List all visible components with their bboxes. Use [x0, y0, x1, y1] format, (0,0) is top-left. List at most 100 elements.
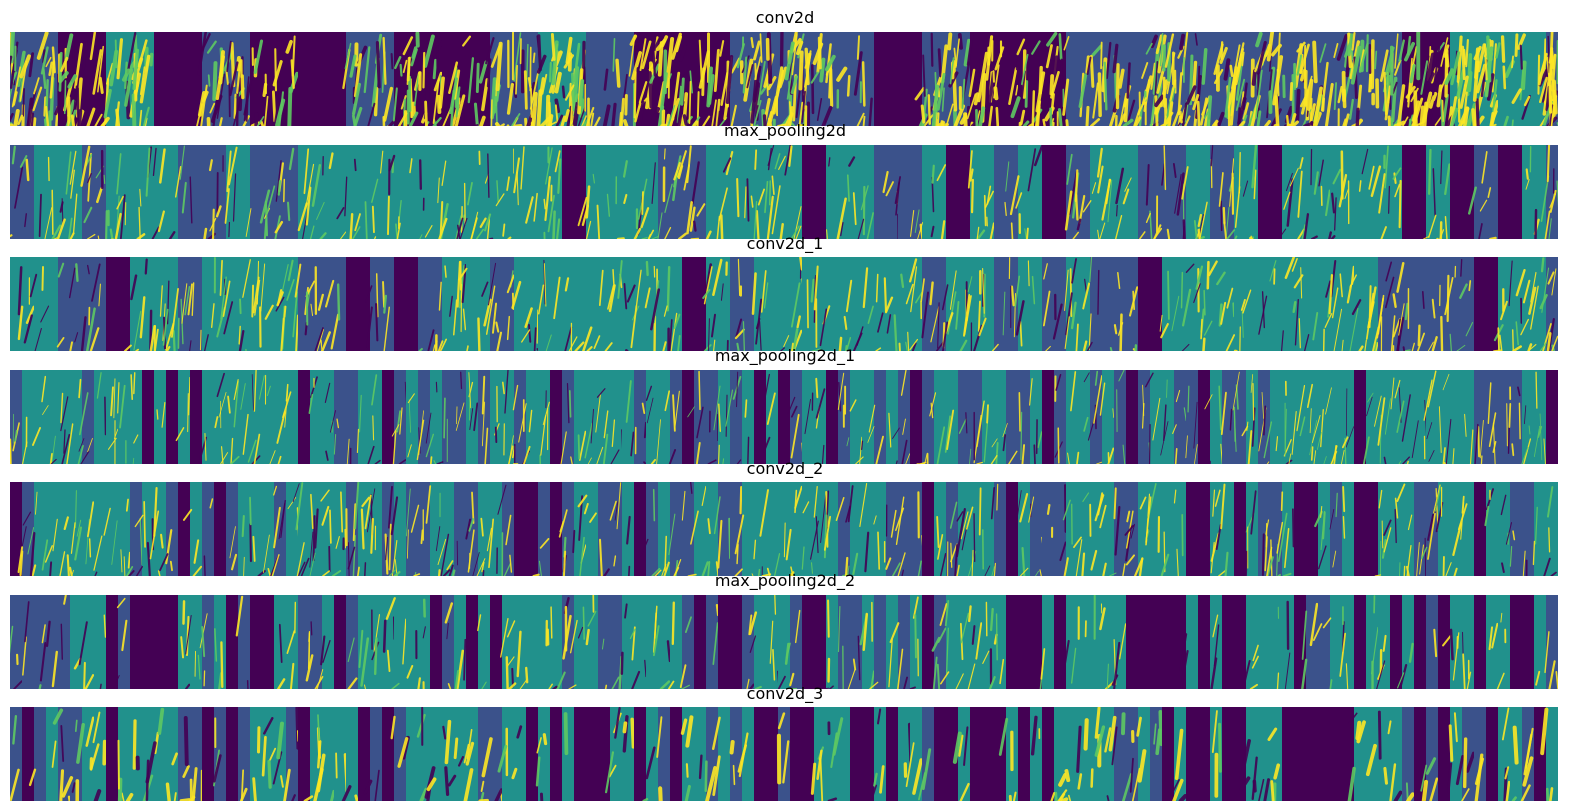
activation-streak: [396, 410, 402, 433]
channel-tile: [1510, 482, 1523, 576]
activation-streak: [80, 145, 91, 187]
activation-streak: [160, 533, 164, 549]
activation-streak: [425, 433, 435, 458]
activation-streak: [718, 187, 728, 221]
activation-streak: [59, 769, 65, 801]
activation-streak: [1016, 38, 1026, 56]
activation-streak: [1478, 223, 1483, 239]
activation-streak: [856, 35, 861, 60]
channel-tile: [970, 707, 983, 801]
activation-streak: [944, 415, 952, 453]
channel-tile: [1510, 595, 1523, 689]
activation-streak: [1351, 299, 1362, 316]
activation-streak: [1115, 167, 1125, 205]
activation-streak: [259, 189, 271, 224]
activation-streak: [289, 662, 295, 689]
activation-streak: [869, 681, 879, 689]
activation-streak: [262, 82, 268, 98]
activation-streak: [1172, 424, 1177, 435]
activation-streak: [681, 490, 686, 521]
activation-streak: [572, 529, 576, 554]
activation-streak: [1261, 391, 1264, 419]
activation-streak: [441, 160, 447, 187]
activation-streak: [145, 147, 151, 197]
activation-streak: [117, 777, 123, 801]
activation-streak: [730, 57, 741, 74]
activation-streak: [524, 307, 533, 329]
activation-streak: [1247, 430, 1253, 464]
activation-streak: [1239, 739, 1251, 780]
activation-streak: [314, 327, 324, 351]
channel-tile: [538, 370, 551, 464]
activation-streak: [1145, 164, 1150, 206]
activation-streak: [1468, 280, 1472, 292]
activation-streak: [51, 435, 56, 462]
activation-streak: [1372, 326, 1380, 351]
channel-tile: [106, 707, 119, 801]
activation-streak: [971, 549, 974, 576]
activation-streak: [1320, 408, 1324, 448]
activation-streak: [336, 207, 345, 220]
activation-streak: [680, 718, 688, 735]
activation-streak: [589, 512, 597, 523]
activation-streak: [1234, 186, 1241, 228]
activation-streak: [465, 741, 475, 766]
activation-streak: [1169, 79, 1177, 102]
activation-streak: [351, 114, 357, 126]
activation-streak: [1301, 610, 1308, 660]
activation-streak: [1034, 100, 1042, 126]
activation-streak: [664, 535, 668, 572]
channel-tile: [910, 707, 923, 801]
channel-tile: [886, 370, 899, 464]
activation-streak: [78, 378, 82, 399]
activation-streak: [558, 509, 568, 538]
channel-tile: [214, 707, 227, 801]
activation-streak: [693, 220, 697, 232]
activation-streak: [828, 157, 831, 167]
activation-streak: [28, 768, 37, 787]
channel-tile: [1018, 707, 1031, 801]
activation-streak: [610, 449, 620, 464]
activation-streak: [641, 237, 648, 239]
activation-streak: [1277, 574, 1281, 576]
activation-streak: [340, 491, 344, 533]
activation-streak: [1404, 302, 1409, 321]
channel-tile: [514, 482, 527, 576]
activation-streak: [1318, 159, 1324, 187]
activation-streak: [798, 50, 804, 91]
activation-streak: [511, 113, 521, 126]
activation-streak: [1443, 462, 1447, 464]
activation-streak: [256, 116, 265, 126]
activation-streak: [486, 216, 491, 239]
activation-streak: [914, 86, 926, 101]
activation-streak: [199, 613, 208, 649]
activation-streak: [367, 445, 375, 464]
activation-streak: [137, 39, 148, 68]
activation-streak: [1066, 153, 1073, 185]
activation-streak: [1251, 756, 1258, 801]
channel-tile: [586, 370, 599, 464]
activation-streak: [124, 68, 134, 107]
activation-streak: [1296, 41, 1306, 53]
activation-streak: [961, 526, 968, 551]
activation-streak: [1062, 499, 1071, 521]
activation-streak: [67, 795, 72, 801]
activation-streak: [1497, 327, 1500, 351]
activation-streak: [48, 61, 53, 77]
activation-streak: [1424, 537, 1427, 576]
activation-streak: [367, 102, 376, 126]
activation-streak: [1524, 405, 1527, 425]
activation-streak: [78, 438, 85, 452]
activation-streak: [651, 162, 656, 204]
activation-streak: [182, 508, 193, 521]
activation-streak: [821, 444, 825, 464]
activation-streak: [559, 520, 564, 533]
activation-streak: [253, 370, 257, 412]
activation-streak: [1420, 764, 1428, 792]
activation-streak: [390, 52, 394, 70]
activation-streak: [518, 403, 527, 443]
activation-streak: [10, 768, 20, 801]
activation-streak: [623, 283, 628, 310]
activation-streak: [220, 452, 229, 464]
activation-streak: [1019, 567, 1029, 576]
